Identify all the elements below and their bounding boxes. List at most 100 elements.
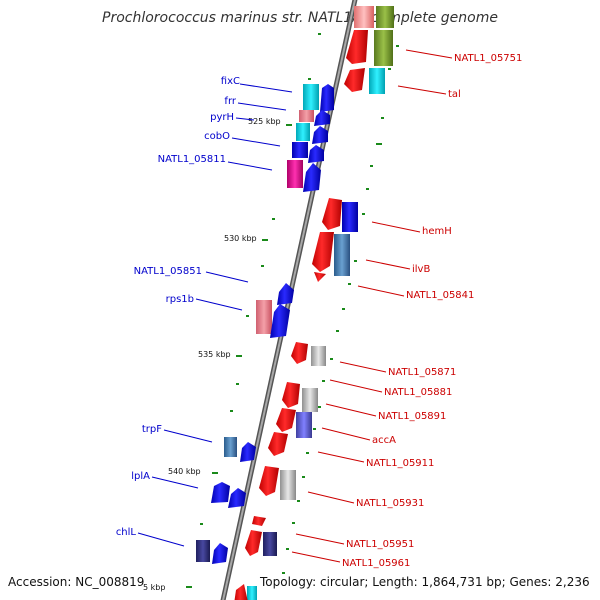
label-natl1-05891[interactable]: NATL1_05891 [378, 411, 446, 422]
leader-lines [137, 49, 453, 563]
leader-natl1-05841 [357, 285, 405, 297]
label-rps1b[interactable]: rps1b [166, 294, 194, 305]
gene-rps1b-arrow[interactable] [270, 304, 290, 338]
label-frr[interactable]: frr [224, 96, 236, 107]
tick-mark [308, 78, 311, 80]
tick-mark [370, 165, 373, 167]
label-natl1-05811[interactable]: NATL1_05811 [158, 154, 226, 165]
gene-frr-box[interactable] [299, 110, 314, 122]
leader-cobO [231, 137, 281, 147]
gene-trpF-box[interactable] [224, 437, 237, 457]
gene-fixC-arrow[interactable] [320, 84, 334, 112]
gene-rps1b-box[interactable] [256, 300, 272, 334]
gene-natl1-05951-arrow[interactable] [252, 516, 266, 526]
gene-lplA-arrow-b[interactable] [228, 488, 246, 508]
tick-mark [230, 410, 233, 412]
leader-natl1-05851 [205, 271, 249, 283]
label-chlL[interactable]: chlL [116, 527, 137, 538]
label-natl1-05911[interactable]: NATL1_05911 [366, 458, 434, 469]
gene-accA-box[interactable] [296, 412, 312, 438]
gene-hemH-arrow[interactable] [322, 198, 342, 230]
gene-natl1-05931-box[interactable] [280, 470, 296, 500]
tick-label-530: 530 kbp [224, 234, 257, 243]
gene-natl1-05881-box[interactable] [302, 388, 318, 412]
label-natl1-05751[interactable]: NATL1_05751 [454, 53, 522, 64]
label-natl1-05851[interactable]: NATL1_05851 [134, 266, 202, 277]
label-lplA[interactable]: lplA [131, 471, 150, 482]
gene-natl1-05951-arrow-b[interactable] [245, 530, 262, 556]
gene-pyrH-box[interactable] [296, 123, 310, 141]
label-natl1-05871[interactable]: NATL1_05871 [388, 367, 456, 378]
label-accA[interactable]: accA [372, 435, 396, 446]
leader-accA [321, 427, 371, 441]
gene-top-olive-box[interactable] [376, 6, 394, 28]
leader-natl1-05931 [307, 491, 355, 504]
gene-ilvB-arrow[interactable] [312, 232, 334, 272]
gene-tal-box[interactable] [369, 68, 385, 94]
gene-natl1-05911-arrow[interactable] [268, 432, 288, 456]
leader-natl1-05751 [405, 49, 453, 59]
gene-frr-arrow[interactable] [314, 110, 330, 126]
gene-lplA-arrow-a[interactable] [211, 482, 230, 503]
gene-natl1-05751-box[interactable] [374, 30, 393, 66]
leader-natl1-05891 [325, 403, 377, 417]
gene-natl1-05891-arrow[interactable] [276, 408, 296, 432]
gene-cobO-arrow[interactable] [308, 145, 324, 163]
label-ilvB[interactable]: ilvB [412, 264, 430, 275]
label-natl1-05931[interactable]: NATL1_05931 [356, 498, 424, 509]
reverse-genes [245, 6, 394, 556]
gene-tal-arrow[interactable] [344, 68, 365, 92]
gene-chlL-arrow[interactable] [212, 543, 228, 564]
gene-partial-box[interactable] [247, 586, 257, 600]
tick-mark [282, 572, 285, 574]
leader-natl1-05811 [227, 161, 273, 171]
tick-mark [381, 117, 384, 119]
tick-mark [186, 586, 192, 588]
topology-text: Topology: circular; Length: 1,864,731 bp… [260, 575, 590, 589]
gene-top-partial-box[interactable] [354, 6, 374, 28]
gene-natl1-05841-arrow[interactable] [314, 272, 326, 282]
label-hemH[interactable]: hemH [422, 226, 452, 237]
gene-natl1-05871-box[interactable] [311, 346, 326, 366]
reverse-labels: NATL1_05751 tal hemH ilvB NATL1_05841 NA… [342, 53, 522, 569]
gene-natl1-05961-box[interactable] [263, 532, 277, 556]
label-natl1-05881[interactable]: NATL1_05881 [384, 387, 452, 398]
gene-trpF-arrow[interactable] [240, 442, 256, 462]
label-tal[interactable]: tal [448, 89, 461, 100]
gene-chlL-box[interactable] [196, 540, 210, 562]
tick-label-545: 5 kbp [143, 583, 165, 592]
leader-rps1b [195, 298, 243, 311]
gene-cobO-box[interactable] [292, 142, 308, 158]
gene-hemH-box[interactable] [342, 202, 358, 232]
gene-natl1-05811-box[interactable] [287, 160, 303, 188]
tick-mark [354, 260, 357, 262]
gene-natl1-05931-arrow[interactable] [259, 466, 279, 496]
tick-mark [200, 523, 203, 525]
label-natl1-05961[interactable]: NATL1_05961 [342, 558, 410, 569]
gene-natl1-05751-arrow[interactable] [346, 30, 368, 64]
label-trpF[interactable]: trpF [142, 424, 162, 435]
gene-natl1-05811-arrow[interactable] [303, 163, 321, 192]
tick-mark [318, 406, 321, 408]
label-fixC[interactable]: fixC [221, 76, 240, 87]
tick-mark [336, 330, 339, 332]
label-natl1-05951[interactable]: NATL1_05951 [346, 539, 414, 550]
tick-mark [330, 358, 333, 360]
gene-natl1-05881-arrow[interactable] [282, 382, 300, 408]
gene-fixC-box[interactable] [303, 84, 319, 110]
gene-ilvB-box[interactable] [334, 234, 350, 276]
label-pyrH[interactable]: pyrH [210, 112, 234, 123]
gene-natl1-05871-arrow[interactable] [291, 342, 308, 364]
tick-mark [262, 239, 268, 241]
gene-natl1-05851-arrow[interactable] [277, 283, 294, 305]
tick-mark [297, 500, 300, 502]
tick-mark [322, 380, 325, 382]
label-natl1-05841[interactable]: NATL1_05841 [406, 290, 474, 301]
gene-pyrH-arrow[interactable] [312, 126, 328, 144]
tick-mark [376, 143, 382, 145]
leader-natl1-05881 [329, 379, 383, 393]
label-cobO[interactable]: cobO [204, 131, 230, 142]
gene-partial-arrow[interactable] [234, 584, 248, 600]
map-title: Prochlorococcus marinus str. NATL1A, com… [102, 10, 498, 26]
